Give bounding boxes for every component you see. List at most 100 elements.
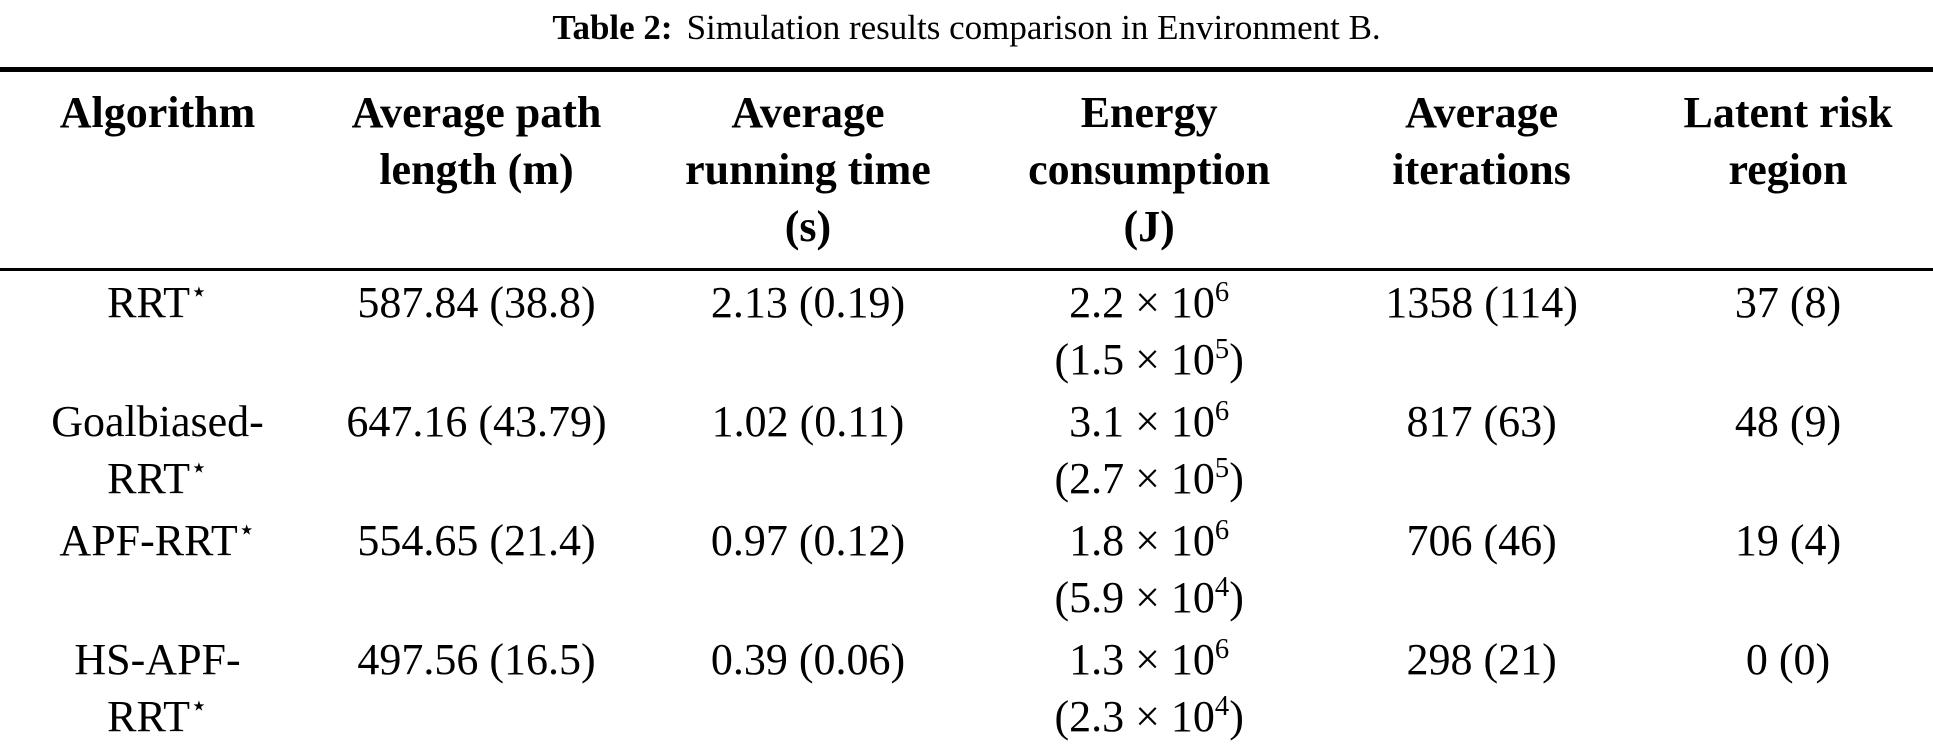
text-segment: 554.65 (21.4) [357, 516, 596, 565]
column-header-algorithm: Algorithm [0, 67, 316, 271]
cell-line: 19 (4) [1649, 512, 1927, 569]
text-segment: ) [1229, 454, 1244, 503]
cell-line: APF-RRT⋆ [6, 512, 309, 569]
cell-avg-path-length: 554.65 (21.4) [315, 509, 638, 628]
table-row: HS-APF- RRT⋆ 497.56 (16.5) 0.39 (0.06) 1.3 ×… [0, 628, 1933, 747]
cell-line: (2.3 × 104) [984, 688, 1314, 745]
cell-line: 1.8 × 106 [984, 512, 1314, 569]
text-segment: Goalbiased- [51, 397, 264, 446]
cell-line: RRT⋆ [6, 450, 309, 507]
text-segment: 19 (4) [1734, 516, 1842, 565]
column-header-avg-path-length: Average path length (m) [315, 67, 638, 271]
cell-line: (5.9 × 104) [984, 569, 1314, 626]
table-body: RRT⋆ 587.84 (38.8) 2.13 (0.19) 2.2 × 106 (1.… [0, 270, 1933, 747]
superscript: 6 [1214, 396, 1230, 428]
cell-line: 3.1 × 106 [984, 393, 1314, 450]
cell-line: 48 (9) [1649, 393, 1927, 450]
caption-label: Table 2: [552, 8, 673, 47]
header-line: consumption [1028, 145, 1271, 194]
cell-energy-consumption: 2.2 × 106 (1.5 × 105) [978, 270, 1320, 391]
superscript: 6 [1214, 515, 1230, 547]
text-segment: 0 (0) [1745, 635, 1831, 684]
text-segment: 3.1 × 10 [1069, 397, 1215, 446]
table-row: APF-RRT⋆ 554.65 (21.4) 0.97 (0.12) 1.8 × 10… [0, 509, 1933, 628]
table-row: Goalbiased- RRT⋆ 647.16 (43.79) 1.02 (0.11)… [0, 390, 1933, 509]
caption-text: Simulation results comparison in Environ… [686, 8, 1381, 47]
text-segment: 647.16 (43.79) [346, 397, 607, 446]
cell-energy-consumption: 1.8 × 106 (5.9 × 104) [978, 509, 1320, 628]
header-line: Average [1405, 88, 1559, 137]
text-segment: HS-APF- [74, 635, 241, 684]
header-line: Algorithm [59, 88, 256, 137]
cell-line: 0.39 (0.06) [644, 631, 972, 688]
cell-latent-risk-region: 19 (4) [1643, 509, 1933, 628]
superscript: 4 [1214, 572, 1230, 604]
cell-avg-running-time: 2.13 (0.19) [638, 270, 978, 391]
text-segment: 1358 (114) [1385, 278, 1578, 327]
superscript: 5 [1214, 453, 1230, 485]
text-segment: 298 (21) [1406, 635, 1557, 684]
cell-line: HS-APF- [6, 631, 309, 688]
text-segment: 1.8 × 10 [1069, 516, 1215, 565]
superscript: ⋆ [190, 453, 208, 485]
header-line: (s) [784, 202, 832, 251]
header-line: Latent risk [1683, 88, 1893, 137]
text-segment: 497.56 (16.5) [357, 635, 596, 684]
cell-line: (1.5 × 105) [984, 331, 1314, 388]
cell-line: 706 (46) [1326, 512, 1637, 569]
column-header-avg-iterations: Average iterations [1320, 67, 1644, 271]
cell-line: (2.7 × 105) [984, 450, 1314, 507]
cell-avg-path-length: 647.16 (43.79) [315, 390, 638, 509]
header-line: length (m) [379, 145, 574, 194]
cell-algorithm: APF-RRT⋆ [0, 509, 315, 628]
text-segment: 2.2 × 10 [1069, 278, 1215, 327]
superscript: 5 [1214, 334, 1230, 366]
text-segment: APF-RRT [59, 516, 238, 565]
cell-energy-consumption: 1.3 × 106 (2.3 × 104) [978, 628, 1321, 747]
cell-line: 1.02 (0.11) [644, 393, 972, 450]
column-header-energy-consumption: Energy consumption (J) [978, 67, 1321, 271]
cell-line: 1.3 × 106 [984, 631, 1314, 688]
cell-latent-risk-region: 0 (0) [1643, 628, 1933, 747]
cell-algorithm: HS-APF- RRT⋆ [0, 628, 316, 747]
header-line: running time [685, 145, 931, 194]
cell-line: 298 (21) [1326, 631, 1637, 688]
text-segment: ) [1229, 692, 1244, 741]
header-line: Energy [1080, 88, 1218, 137]
cell-avg-running-time: 1.02 (0.11) [638, 390, 978, 509]
cell-avg-iterations: 817 (63) [1320, 390, 1643, 509]
cell-energy-consumption: 3.1 × 106 (2.7 × 105) [978, 390, 1320, 509]
superscript: 4 [1214, 691, 1230, 723]
cell-avg-running-time: 0.39 (0.06) [637, 628, 979, 747]
superscript: ⋆ [190, 691, 208, 723]
cell-line: 0 (0) [1649, 631, 1927, 688]
cell-avg-iterations: 1358 (114) [1320, 270, 1643, 391]
cell-line: 2.13 (0.19) [644, 274, 972, 331]
header-row: Algorithm Average path length (m) Average ru… [0, 67, 1933, 271]
superscript: ⋆ [237, 515, 256, 547]
text-segment: 817 (63) [1406, 397, 1557, 446]
cell-avg-path-length: 497.56 (16.5) [315, 628, 638, 747]
cell-line: 587.84 (38.8) [321, 274, 632, 331]
text-segment: 0.97 (0.12) [710, 516, 906, 565]
cell-line: RRT⋆ [6, 688, 309, 745]
superscript: ⋆ [190, 277, 208, 309]
text-segment: RRT [107, 278, 191, 327]
header-line: Average [731, 88, 885, 137]
cell-avg-iterations: 706 (46) [1320, 509, 1643, 628]
cell-line: 0.97 (0.12) [644, 512, 972, 569]
cell-avg-running-time: 0.97 (0.12) [638, 509, 978, 628]
text-segment: RRT [107, 454, 191, 503]
text-segment: 48 (9) [1734, 397, 1842, 446]
text-segment: (5.9 × 10 [1054, 573, 1215, 622]
cell-line: 647.16 (43.79) [321, 393, 632, 450]
table-head: Algorithm Average path length (m) Average ru… [0, 67, 1933, 271]
cell-line: 1358 (114) [1326, 274, 1637, 331]
cell-line: 817 (63) [1326, 393, 1637, 450]
cell-line: 2.2 × 106 [984, 274, 1314, 331]
text-segment: (2.3 × 10 [1054, 692, 1215, 741]
cell-line: 497.56 (16.5) [321, 631, 632, 688]
text-segment: 1.02 (0.11) [711, 397, 905, 446]
text-segment: 587.84 (38.8) [357, 278, 596, 327]
